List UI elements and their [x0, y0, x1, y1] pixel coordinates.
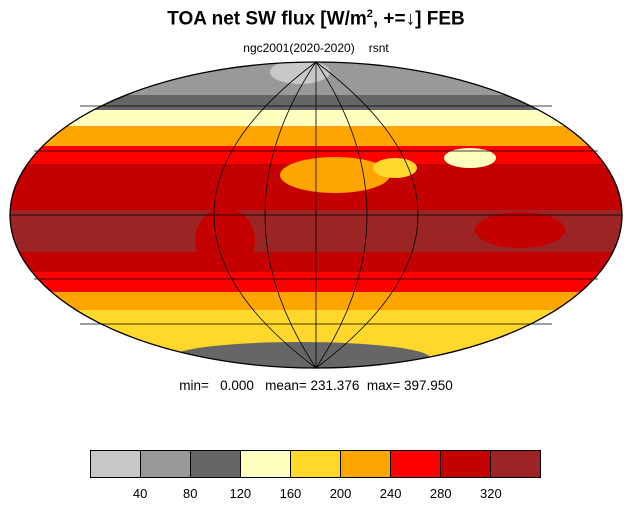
colorbar: [90, 450, 541, 478]
stats-line: min= 0.000 mean= 231.376 max= 397.950: [179, 378, 453, 393]
colorbar-tick-label: 280: [429, 486, 452, 501]
subtitle-variable: rsnt: [368, 41, 389, 55]
maritime-region: [475, 212, 565, 248]
figure-subtitle: ngc2001(2020-2020) rsnt: [0, 41, 632, 55]
colorbar-swatch: [291, 451, 341, 477]
colorbar-swatch: [491, 451, 540, 477]
sahara-region: [280, 157, 390, 193]
subtitle-case: ngc2001(2020-2020): [243, 41, 355, 55]
colorbar-swatch: [191, 451, 241, 477]
colorbar-tick-label: 240: [379, 486, 402, 501]
amazon-region: [195, 208, 255, 272]
colorbar-tick-label: 160: [279, 486, 302, 501]
colorbar-swatch: [391, 451, 441, 477]
colorbar-swatch: [241, 451, 291, 477]
colorbar-swatch: [341, 451, 391, 477]
title-suffix: , +=↓] FEB: [372, 8, 465, 30]
figure-title: TOA net SW flux [W/m2, +=↓] FEB: [0, 8, 632, 30]
graticule: [10, 61, 622, 369]
title-prefix: TOA net SW flux [W/m: [167, 8, 367, 30]
colorbar-swatch: [141, 451, 191, 477]
map-border: [9, 61, 623, 369]
colorbar-tick-label: 200: [329, 486, 352, 501]
colorbar-tick-label: 80: [182, 486, 198, 501]
colorbar-tick-label: 40: [132, 486, 148, 501]
colorbar-swatch: [441, 451, 491, 477]
title-superscript: 2: [366, 8, 373, 20]
colorbar-swatch: [91, 451, 141, 477]
colorbar-tick-label: 320: [480, 486, 502, 501]
colorbar-tick-label: 120: [229, 486, 252, 501]
arabia-region: [373, 158, 417, 178]
tibet-region: [444, 148, 496, 168]
greenland-region: [270, 62, 330, 84]
